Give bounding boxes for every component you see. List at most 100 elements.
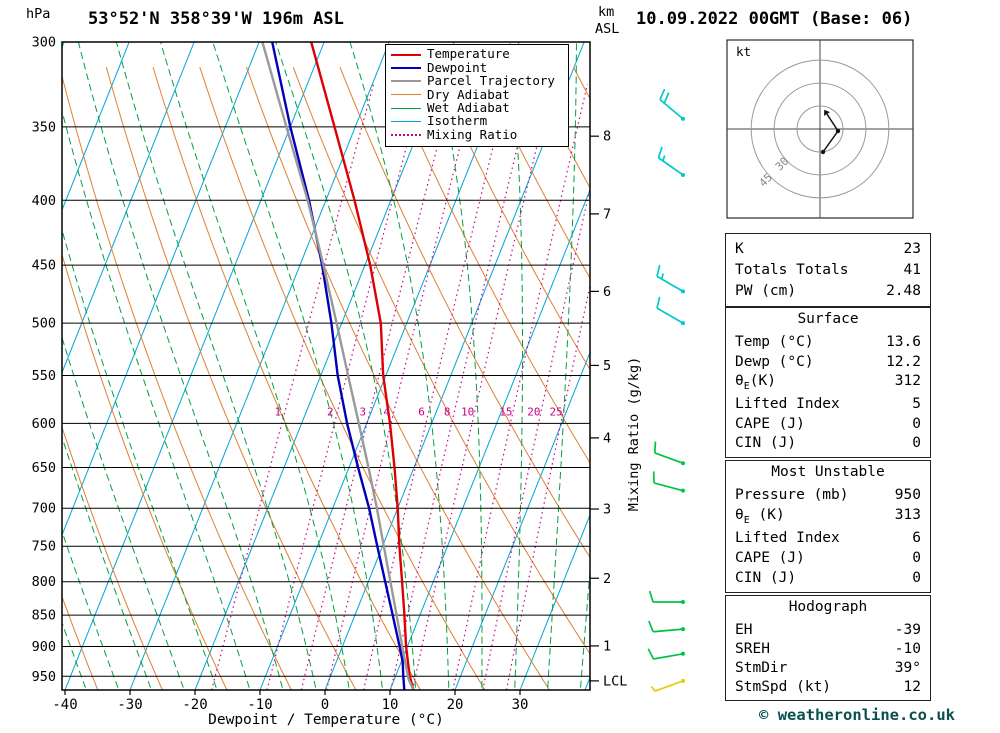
mixing-ratio-label: 6 — [418, 405, 425, 418]
stat-value: 41 — [903, 261, 921, 278]
stat-value: 12 — [903, 678, 921, 695]
legend-swatch-dewpoint — [391, 67, 421, 70]
temp-tick-label: 0 — [321, 697, 329, 713]
stat-row: θE(K) 312 — [726, 374, 930, 392]
hodograph-arrow — [824, 109, 830, 116]
temp-tick-label: 10 — [382, 697, 399, 713]
surface-panel: Surface Temp (°C) 13.6 Dewp (°C) 12.2 θE(K) 3… — [725, 307, 931, 458]
stat-label: SREH — [735, 640, 770, 657]
wind-barb — [648, 590, 685, 604]
stat-value: -10 — [894, 640, 921, 657]
wind-barb — [652, 471, 685, 493]
indices-panel: K 23 Totals Totals 41 PW (cm) 2.48 — [725, 233, 931, 307]
lcl-label: LCL — [603, 673, 627, 689]
pressure-tick-label: 800 — [32, 574, 56, 590]
wind-barb — [657, 146, 685, 177]
km-tick-label: 4 — [603, 430, 611, 446]
hodograph-stats-panel: Hodograph EH -39 SREH -10 StmDir 39° StmSpd (k… — [725, 595, 931, 701]
asl-axis-label: ASL — [595, 21, 619, 37]
wind-barb — [656, 265, 685, 294]
stat-value: 23 — [903, 240, 921, 257]
pressure-tick-label: 500 — [32, 316, 56, 332]
pressure-tick-label: 300 — [32, 35, 56, 51]
legend-label: Isotherm — [427, 113, 488, 129]
most-unstable-rows: Pressure (mb) 950 θE (K) 313 Lifted Index 6 CA… — [726, 483, 930, 591]
stat-label: Totals Totals — [735, 261, 849, 278]
stat-row: Pressure (mb) 950 — [726, 488, 930, 503]
legend-swatch-isotherm — [391, 121, 421, 123]
most-unstable-panel: Most Unstable Pressure (mb) 950 θE (K) 313 L… — [725, 460, 931, 593]
temp-tick-label: -20 — [182, 697, 207, 713]
wind-barb — [650, 678, 685, 692]
stat-value: 0 — [912, 570, 921, 587]
km-tick-label: 1 — [603, 638, 611, 654]
legend-item: Mixing Ratio — [386, 128, 568, 141]
stat-label: StmSpd (kt) — [735, 678, 832, 695]
mixing-ratio-label: 4 — [383, 405, 390, 418]
stat-label: CAPE (J) — [735, 415, 805, 432]
stat-row: K 23 — [726, 242, 930, 257]
stat-label: CIN (J) — [735, 435, 797, 452]
legend-item: Parcel Trajectory — [386, 75, 568, 88]
stat-row: Totals Totals 41 — [726, 263, 930, 278]
pressure-tick-label: 550 — [32, 368, 56, 384]
surface-rows: Temp (°C) 13.6 Dewp (°C) 12.2 θE(K) 312 Lifted… — [726, 330, 930, 456]
mixing-ratio-label: 20 — [527, 405, 540, 418]
datetime-title: 10.09.2022 00GMT (Base: 06) — [636, 9, 913, 29]
stat-row: EH -39 — [726, 623, 930, 638]
stat-value: 312 — [894, 373, 921, 390]
temp-tick-label: -30 — [117, 697, 142, 713]
mixing-ratio-label: 2 — [327, 405, 334, 418]
km-tick-label: 8 — [603, 129, 611, 145]
pressure-tick-label: 900 — [32, 639, 56, 655]
hodograph-stats-rows: EH -39 SREH -10 StmDir 39° StmSpd (kt) 12 — [726, 618, 930, 699]
temp-tick-label: 30 — [512, 697, 529, 713]
stat-row: CIN (J) 0 — [726, 571, 930, 586]
km-tick-label: 5 — [603, 358, 611, 374]
temp-tick-label: -10 — [247, 697, 272, 713]
km-axis-label: km — [598, 4, 614, 20]
legend-item: Isotherm — [386, 115, 568, 128]
stat-label: K — [735, 240, 744, 257]
stat-label: Temp (°C) — [735, 334, 814, 351]
km-tick-label: 3 — [603, 502, 611, 518]
wind-barb — [653, 441, 685, 466]
legend-item: Wet Adiabat — [386, 101, 568, 115]
stat-label: Dewp (°C) — [735, 353, 814, 370]
km-tick-label: 6 — [603, 284, 611, 300]
wind-barb — [656, 296, 685, 326]
surface-panel-title: Surface — [797, 311, 859, 327]
stat-row: Temp (°C) 13.6 — [726, 335, 930, 350]
pressure-axis-unit: hPa — [26, 6, 50, 22]
stat-value: 0 — [912, 415, 921, 432]
mixing-ratio-axis-label: Mixing Ratio (g/kg) — [626, 357, 642, 511]
legend-label: Parcel Trajectory — [427, 73, 555, 89]
mixing-ratio-label: 3 — [359, 405, 366, 418]
stat-label: CIN (J) — [735, 570, 797, 587]
legend-item: Dewpoint — [386, 61, 568, 74]
stat-label: Pressure (mb) — [735, 487, 849, 504]
hodograph-stats-title: Hodograph — [788, 599, 868, 615]
km-tick-label: 7 — [603, 206, 611, 222]
legend-swatch-mixing-ratio — [391, 134, 421, 137]
pressure-tick-label: 650 — [32, 460, 56, 476]
pressure-tick-label: 700 — [32, 501, 56, 517]
stat-row: CAPE (J) 0 — [726, 551, 930, 566]
wind-barb — [659, 88, 685, 121]
legend-swatch-dry-adiabat — [391, 94, 421, 96]
mixing-ratio-label: 8 — [444, 405, 451, 418]
pressure-tick-label: 950 — [32, 669, 56, 685]
legend-item: Temperature — [386, 48, 568, 61]
stat-label: Lifted Index — [735, 396, 840, 413]
legend-label: Temperature — [427, 46, 510, 62]
sounding-curves — [261, 42, 415, 690]
stat-row: CAPE (J) 0 — [726, 417, 930, 432]
pressure-tick-label: 850 — [32, 608, 56, 624]
legend-label: Dewpoint — [427, 59, 488, 75]
hodograph-unit-label: kt — [736, 44, 751, 59]
stat-label: CAPE (J) — [735, 550, 805, 567]
temp-tick-label: -40 — [52, 697, 77, 713]
